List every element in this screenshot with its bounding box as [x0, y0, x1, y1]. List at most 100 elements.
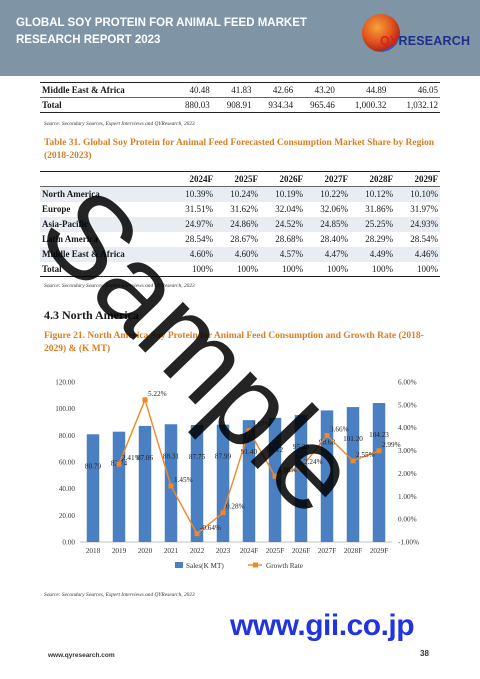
logo-suffix: RESEARCH	[398, 34, 471, 48]
growth-rate-label: 1.45%	[174, 476, 193, 484]
table-cell: 28.67%	[230, 234, 258, 244]
growth-rate-label: 2.99%	[382, 441, 401, 449]
growth-rate-marker	[194, 531, 200, 537]
bar	[346, 407, 360, 542]
bar-value-label: 87.99	[215, 453, 232, 461]
table-cell: 4.60%	[170, 246, 215, 262]
table-cell: 32.04%	[275, 204, 303, 214]
bar-value-label: 101.20	[343, 435, 363, 443]
table-cell: 10.22%	[305, 186, 350, 202]
growth-rate-marker	[142, 397, 148, 403]
logo-prefix: QY	[380, 34, 399, 48]
column-header: 2025F	[215, 171, 260, 187]
growth-rate-label: 3.87%	[252, 421, 271, 429]
consumption-growth-chart: 0.00 20.00 40.00 60.00 80.00 100.00 120.00 -1.0…	[55, 379, 419, 571]
bar	[86, 434, 100, 542]
bar-value-label: 87.75	[189, 453, 206, 461]
table-cell: 28.40%	[320, 234, 348, 244]
table-cell: 41.83	[211, 82, 254, 98]
growth-rate-label: 1.88%	[278, 466, 297, 474]
column-header	[40, 171, 170, 187]
row-label: Total	[40, 261, 170, 277]
y-right-tick-label: 4.00%	[398, 424, 417, 432]
legend-label-sales: Sales(K MT)	[186, 562, 224, 570]
table-cell: 100%	[350, 261, 395, 277]
logo-globe-icon	[362, 14, 400, 52]
table-cell: 1,000.32	[336, 97, 389, 113]
x-tick-label: 2019	[112, 547, 127, 555]
y-left-tick-label: 120.00	[55, 379, 75, 387]
table-cell: 100%	[395, 261, 440, 277]
bar	[294, 415, 308, 542]
growth-rate-marker	[246, 428, 252, 434]
table-cell: 28.54%	[185, 234, 213, 244]
legend-label-growth: Growth Rate	[266, 562, 303, 570]
table-cell: 4.57%	[260, 246, 305, 262]
row-label: Middle East & Africa	[40, 246, 170, 262]
table-cell: 10.19%	[260, 186, 305, 202]
gii-watermark-link: www.gii.co.jp	[230, 609, 415, 642]
table-row: Total 880.03 908.91 934.34 965.46 1,000.32 1,0…	[40, 97, 440, 113]
bar-value-label: 91.40	[241, 448, 258, 456]
column-header: 2024F	[170, 171, 215, 187]
growth-rate-label: 5.22%	[148, 390, 167, 398]
footer-url: www.qyresearch.com	[48, 652, 115, 659]
table-cell: 965.46	[295, 97, 337, 113]
table-cell: 100%	[260, 261, 305, 277]
table-caption: Table 31. Global Soy Protein for Animal …	[44, 138, 435, 161]
table-cell: 31.62%	[230, 204, 258, 214]
column-header: 2028F	[350, 171, 395, 187]
bar	[216, 424, 230, 542]
bar	[138, 425, 152, 542]
table-cell: 44.89	[336, 82, 389, 98]
growth-rate-marker	[350, 458, 356, 464]
table-cell: 880.03	[170, 97, 212, 113]
bar-value-label: 95.20	[293, 443, 310, 451]
bar-value-label: 88.31	[163, 452, 180, 460]
source-note: Source: Secondary Sources, Expert Interv…	[44, 283, 195, 289]
table-cell: 24.97%	[170, 216, 215, 232]
x-tick-label: 2029F	[370, 547, 388, 555]
table-cell: 24.52%	[260, 216, 305, 232]
x-tick-label: 2025F	[266, 547, 284, 555]
bar	[242, 420, 256, 542]
table-cell: 46.05	[388, 82, 440, 98]
y-right-tick-label: 6.00%	[398, 379, 417, 387]
table-row: Middle East & Africa 40.48 41.83 42.66 43.20…	[40, 82, 440, 98]
table-cell: 908.91	[211, 97, 254, 113]
x-tick-label: 2028F	[344, 547, 362, 555]
table-row: Latin America 28.54% 28.67% 28.68% 28.40% 28.…	[40, 232, 440, 247]
table-cell: 31.51%	[185, 204, 213, 214]
table-cell: 4.49%	[350, 246, 395, 262]
y-right-tick-label: 2.00%	[398, 470, 417, 478]
bar	[372, 403, 386, 542]
y-right-tick-label: 5.00%	[398, 401, 417, 409]
bar-value-label: 80.79	[85, 462, 102, 470]
table-cell: 4.46%	[395, 246, 440, 262]
growth-rate-marker	[272, 473, 278, 479]
growth-rate-label: -0.64%	[200, 524, 221, 532]
growth-rate-label: 3.66%	[330, 425, 349, 433]
growth-rate-marker	[324, 432, 330, 438]
growth-rate-label: 2.41%	[122, 454, 141, 462]
y-right-tick-label: 3.00%	[398, 447, 417, 455]
table-cell: 31.86%	[365, 204, 393, 214]
row-label: Middle East & Africa	[40, 82, 170, 98]
row-label: North America	[40, 186, 170, 202]
table-row: Europe 31.51% 31.62% 32.04% 32.06% 31.86% 31.9…	[40, 202, 440, 217]
row-label: Europe	[42, 204, 71, 214]
growth-rate-marker	[168, 483, 174, 489]
bar-value-label: 87.06	[137, 454, 154, 462]
growth-rate-marker	[220, 510, 226, 516]
y-left-tick-label: 0.00	[62, 539, 75, 547]
table-cell: 24.86%	[215, 216, 260, 232]
table-cell: 4.60%	[215, 246, 260, 262]
table-cell: 28.68%	[275, 234, 303, 244]
y-right-tick-label: 0.00%	[398, 516, 417, 524]
table-cell: 10.24%	[215, 186, 260, 202]
column-header: 2029F	[395, 171, 440, 187]
table-row: Total 100% 100% 100% 100% 100% 100%	[40, 261, 440, 277]
x-tick-label: 2020	[138, 547, 153, 555]
table-cell: 10.12%	[350, 186, 395, 202]
table-cell: 10.39%	[170, 186, 215, 202]
